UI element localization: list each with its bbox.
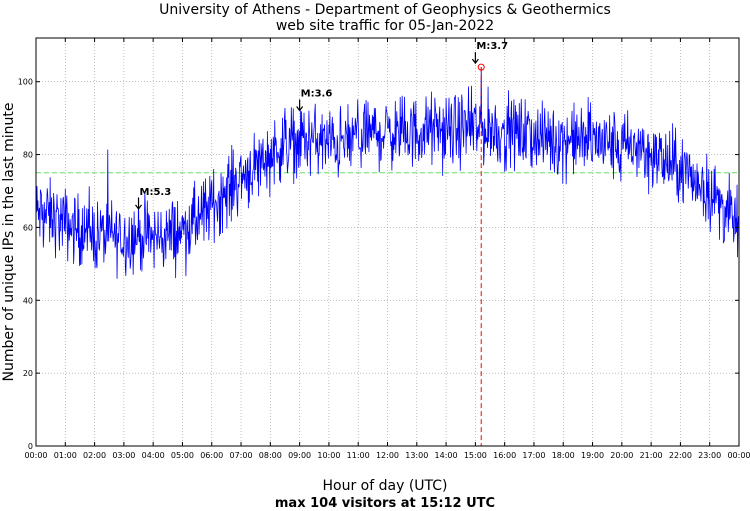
- y-tick-label: 100: [18, 78, 33, 87]
- x-tick-label: 00:00: [727, 451, 750, 460]
- x-tick-label: 01:00: [54, 451, 77, 460]
- chart-footer: max 104 visitors at 15:12 UTC: [275, 496, 495, 511]
- x-tick-label: 08:00: [259, 451, 282, 460]
- x-tick-label: 06:00: [200, 451, 223, 460]
- x-axis-ticks: 00:00 01:00 02:00 03:00 04:00 05:00 06:00 07:00…: [24, 38, 750, 460]
- y-tick-label: 40: [23, 296, 33, 305]
- x-tick-label: 03:00: [112, 451, 135, 460]
- y-axis-ticks: 0 20 40 60 80 100: [18, 78, 739, 451]
- annotation-arrowhead: [296, 106, 304, 112]
- annotations: M:5.3 M:3.6 M:3.7: [135, 41, 508, 210]
- x-tick-label: 12:00: [376, 451, 399, 460]
- annotation-label: M:3.6: [301, 89, 333, 100]
- x-tick-label: 16:00: [493, 451, 516, 460]
- x-tick-label: 17:00: [522, 451, 545, 460]
- max-marker-point: [477, 63, 485, 71]
- y-tick-label: 80: [23, 151, 33, 160]
- x-tick-label: 11:00: [347, 451, 370, 460]
- x-tick-label: 00:00: [24, 451, 47, 460]
- annotation-label: M:3.7: [476, 41, 508, 52]
- x-tick-label: 19:00: [581, 451, 604, 460]
- x-tick-label: 09:00: [288, 451, 311, 460]
- y-tick-label: 0: [28, 442, 33, 451]
- annotation-arrowhead: [471, 58, 479, 65]
- x-tick-label: 13:00: [405, 451, 428, 460]
- x-tick-label: 18:00: [552, 451, 575, 460]
- traffic-line: [35, 67, 740, 279]
- x-tick-label: 05:00: [171, 451, 194, 460]
- y-tick-label: 60: [23, 223, 33, 232]
- x-tick-label: 14:00: [435, 451, 458, 460]
- x-tick-label: 15:00: [464, 451, 487, 460]
- y-axis-label: Number of unique IPs in the last minute: [1, 103, 17, 382]
- chart-subtitle: web site traffic for 05-Jan-2022: [276, 18, 494, 34]
- x-tick-label: 04:00: [142, 451, 165, 460]
- x-axis-label: Hour of day (UTC): [323, 478, 448, 494]
- x-tick-label: 07:00: [230, 451, 253, 460]
- y-tick-label: 20: [23, 369, 33, 378]
- x-tick-label: 23:00: [698, 451, 721, 460]
- x-tick-label: 20:00: [610, 451, 633, 460]
- x-tick-label: 21:00: [640, 451, 663, 460]
- annotation-label: M:5.3: [140, 187, 172, 198]
- x-tick-label: 10:00: [317, 451, 340, 460]
- x-tick-label: 02:00: [83, 451, 106, 460]
- annotation-arrowhead: [135, 204, 143, 210]
- chart-title: University of Athens - Department of Geo…: [159, 2, 611, 18]
- x-tick-label: 22:00: [669, 451, 692, 460]
